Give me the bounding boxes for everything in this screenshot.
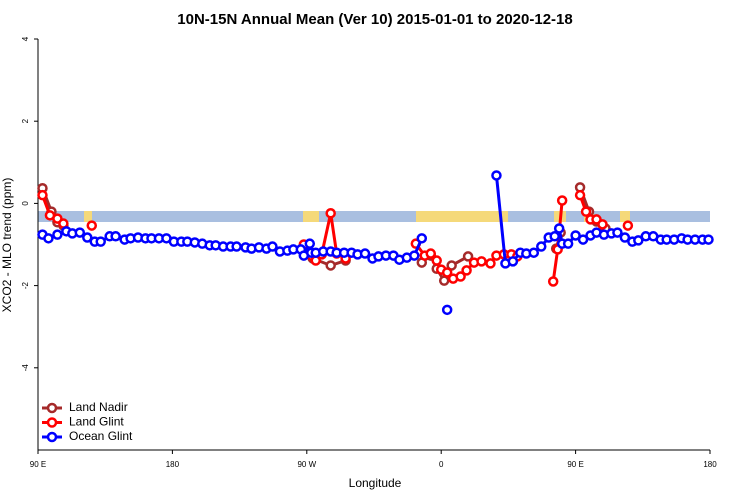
chart-title: 10N-15N Annual Mean (Ver 10) 2015-01-01 … bbox=[177, 11, 572, 28]
x-tick-label: 90 E bbox=[567, 460, 583, 469]
point bbox=[580, 206, 592, 217]
point bbox=[703, 234, 714, 245]
y-tick-label: 0 bbox=[21, 201, 30, 206]
x-axis-label: Longitude bbox=[349, 476, 402, 490]
point bbox=[52, 229, 63, 240]
point bbox=[359, 248, 371, 259]
ocean-band bbox=[38, 211, 710, 222]
point bbox=[562, 238, 574, 249]
point bbox=[577, 234, 589, 245]
point bbox=[231, 241, 242, 252]
point bbox=[528, 247, 540, 258]
y-tick-label: -2 bbox=[21, 281, 30, 289]
y-tick-label: -4 bbox=[21, 364, 30, 372]
point bbox=[441, 267, 453, 278]
land-patch bbox=[554, 211, 566, 222]
point bbox=[476, 256, 487, 267]
point bbox=[556, 195, 568, 206]
legend-label: Ocean Glint bbox=[69, 429, 133, 443]
point bbox=[549, 231, 560, 242]
point bbox=[462, 251, 474, 262]
y-axis-label: XCO2 - MLO trend (ppm) bbox=[0, 178, 14, 313]
point bbox=[491, 170, 502, 181]
point bbox=[431, 255, 442, 266]
x-tick-label: 180 bbox=[166, 460, 180, 469]
point bbox=[304, 238, 316, 249]
point bbox=[82, 232, 93, 243]
land-patch bbox=[303, 211, 319, 222]
point bbox=[267, 241, 278, 252]
point bbox=[622, 220, 634, 231]
point bbox=[455, 271, 466, 282]
land-patch bbox=[620, 211, 630, 222]
point bbox=[612, 227, 623, 238]
legend-marker bbox=[46, 431, 58, 443]
series-line bbox=[41, 186, 607, 284]
point bbox=[441, 304, 453, 316]
point bbox=[536, 241, 547, 252]
point bbox=[507, 256, 519, 267]
x-tick-label: 0 bbox=[439, 460, 444, 469]
y-tick-label: 4 bbox=[21, 36, 30, 41]
legend-marker bbox=[46, 402, 58, 414]
point bbox=[446, 260, 457, 271]
legend-label: Land Nadir bbox=[69, 400, 128, 414]
point bbox=[425, 248, 436, 259]
point bbox=[86, 220, 98, 231]
point bbox=[409, 250, 420, 261]
y-tick-label: 2 bbox=[21, 118, 30, 123]
x-tick-label: 90 E bbox=[30, 460, 46, 469]
land-mask bbox=[38, 211, 710, 222]
x-tick-label: 180 bbox=[703, 460, 717, 469]
legend-marker bbox=[46, 417, 58, 428]
point bbox=[570, 230, 581, 241]
land-patch bbox=[416, 211, 508, 222]
point bbox=[633, 235, 644, 246]
point bbox=[74, 227, 86, 238]
point bbox=[597, 219, 608, 230]
point bbox=[110, 231, 121, 242]
point bbox=[485, 258, 496, 269]
x-tick-label: 90 W bbox=[297, 460, 316, 469]
point bbox=[574, 189, 586, 201]
point bbox=[95, 236, 106, 247]
point bbox=[461, 265, 472, 276]
point bbox=[37, 189, 48, 201]
point bbox=[619, 232, 631, 243]
point bbox=[325, 208, 336, 219]
point bbox=[553, 223, 565, 234]
land-patch bbox=[84, 211, 92, 222]
point bbox=[325, 260, 336, 271]
legend-label: Land Glint bbox=[69, 415, 124, 429]
point bbox=[438, 275, 450, 286]
point bbox=[43, 233, 54, 244]
point bbox=[416, 233, 428, 244]
point bbox=[547, 276, 559, 287]
